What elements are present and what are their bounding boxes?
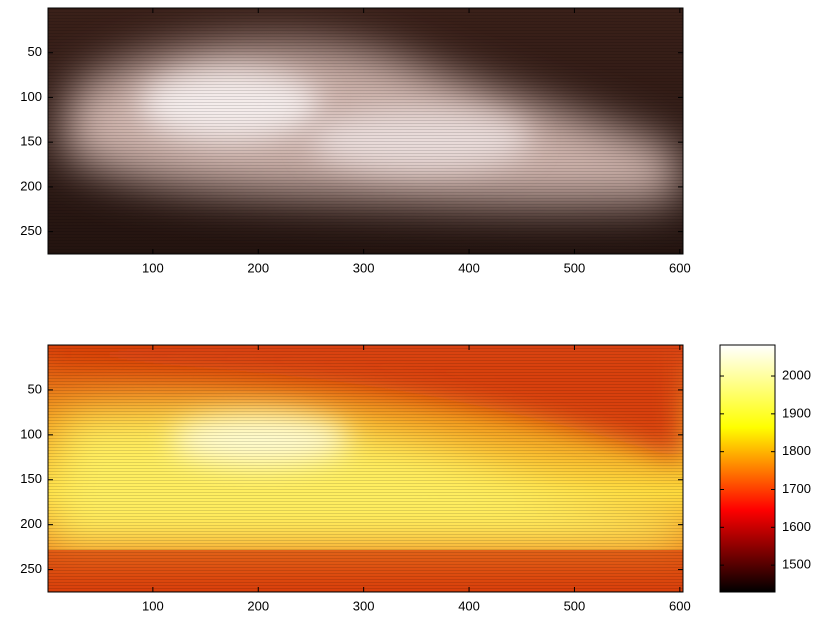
x-tick-label: 600 [669, 598, 691, 613]
y-tick-label: 100 [20, 89, 42, 104]
x-tick-label: 300 [353, 598, 375, 613]
photo-image [48, 8, 683, 254]
x-tick-label: 600 [669, 260, 691, 275]
x-tick-label: 400 [458, 260, 480, 275]
colorbar [720, 345, 775, 592]
y-tick-label: 200 [20, 516, 42, 531]
x-tick-label: 500 [564, 260, 586, 275]
colorbar-tick-label: 1500 [782, 557, 811, 572]
colorbar-tick-label: 1600 [782, 519, 811, 534]
x-tick-label: 400 [458, 598, 480, 613]
page: {"chart_data": [ {"type": "image", "xlim… [0, 0, 822, 618]
heatmap-image [48, 345, 683, 592]
colorbar-tick-label: 2000 [782, 367, 811, 382]
y-tick-label: 50 [28, 381, 42, 396]
x-tick-label: 500 [564, 598, 586, 613]
x-tick-label: 200 [247, 260, 269, 275]
x-tick-label: 100 [142, 598, 164, 613]
colorbar-tick-label: 1800 [782, 443, 811, 458]
y-tick-label: 150 [20, 471, 42, 486]
y-tick-label: 200 [20, 178, 42, 193]
y-tick-label: 250 [20, 561, 42, 576]
colorbar-tick-label: 1700 [782, 481, 811, 496]
y-tick-label: 100 [20, 426, 42, 441]
x-tick-label: 300 [353, 260, 375, 275]
colorbar-tick-label: 1900 [782, 405, 811, 420]
x-tick-label: 100 [142, 260, 164, 275]
figure: 100 200 300 400 500 600 50 100 150 200 250 100 200 30… [0, 0, 822, 618]
y-tick-label: 150 [20, 134, 42, 149]
y-tick-label: 250 [20, 223, 42, 238]
y-tick-label: 50 [28, 44, 42, 59]
x-tick-label: 200 [247, 598, 269, 613]
